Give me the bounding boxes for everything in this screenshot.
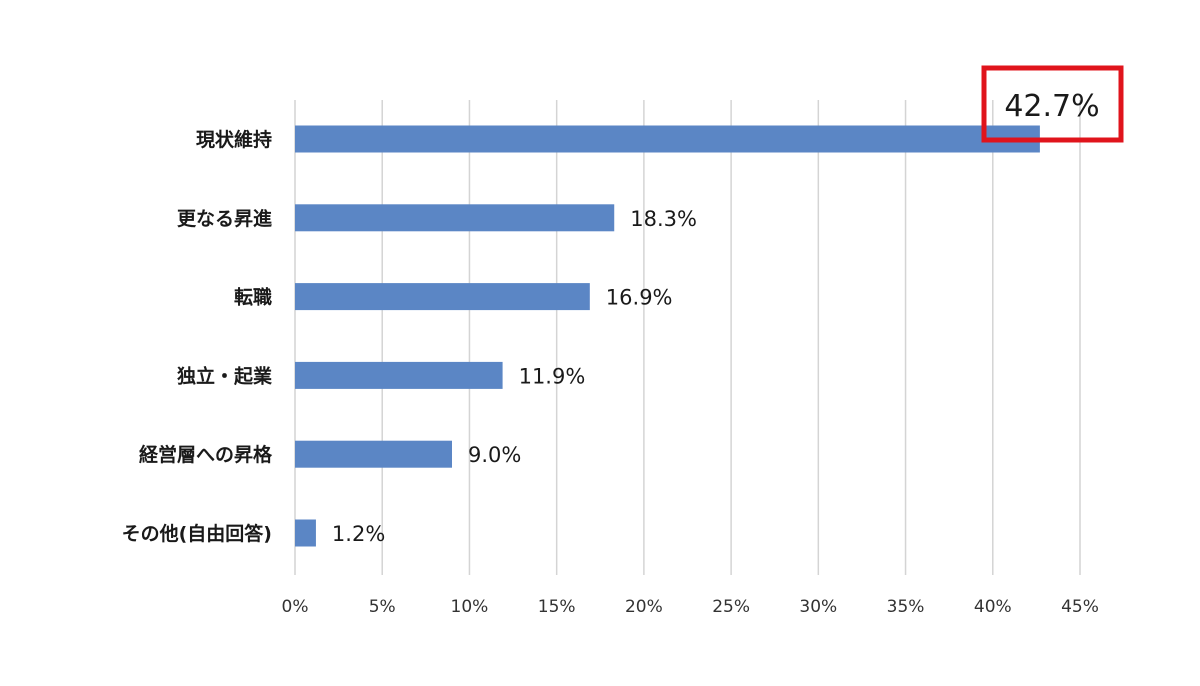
bar [295, 361, 503, 389]
bar [295, 519, 316, 547]
bars [295, 125, 1040, 547]
category-label: その他(自由回答) [122, 522, 272, 545]
bar [295, 125, 1040, 153]
category-label: 独立・起業 [177, 364, 273, 387]
category-label: 転職 [234, 286, 272, 309]
data-label: 9.0% [468, 443, 521, 467]
bar [295, 283, 590, 311]
category-label: 経営層への昇格 [139, 443, 273, 466]
gridlines [294, 100, 1081, 575]
highlight-box [981, 65, 1124, 143]
x-tick-label: 0% [282, 597, 309, 617]
bar [295, 204, 615, 232]
category-label: 更なる昇進 [177, 208, 272, 230]
x-tick-label: 10% [451, 597, 489, 617]
data-label: 1.2% [332, 522, 385, 546]
x-tick-label: 25% [712, 597, 750, 617]
data-label: 16.9% [606, 286, 673, 310]
x-tick-label: 40% [974, 597, 1012, 617]
x-tick-label: 45% [1061, 597, 1099, 617]
x-tick-labels: 0% 5% 10% 15% 20% 25% 30% 35% 40% 45% [282, 597, 1099, 617]
data-label: 18.3% [630, 207, 697, 231]
category-label: 現状維持 [196, 128, 272, 151]
x-tick-label: 35% [887, 597, 925, 617]
data-labels: 42.7% 18.3% 16.9% 11.9% 9.0% 1.2% [332, 65, 1124, 546]
data-label: 42.7% [1004, 89, 1099, 124]
x-tick-label: 30% [799, 597, 837, 617]
data-label: 11.9% [519, 364, 586, 388]
bar [295, 440, 452, 468]
x-tick-label: 20% [625, 597, 663, 617]
x-tick-label: 15% [538, 597, 576, 617]
x-tick-label: 5% [369, 597, 396, 617]
